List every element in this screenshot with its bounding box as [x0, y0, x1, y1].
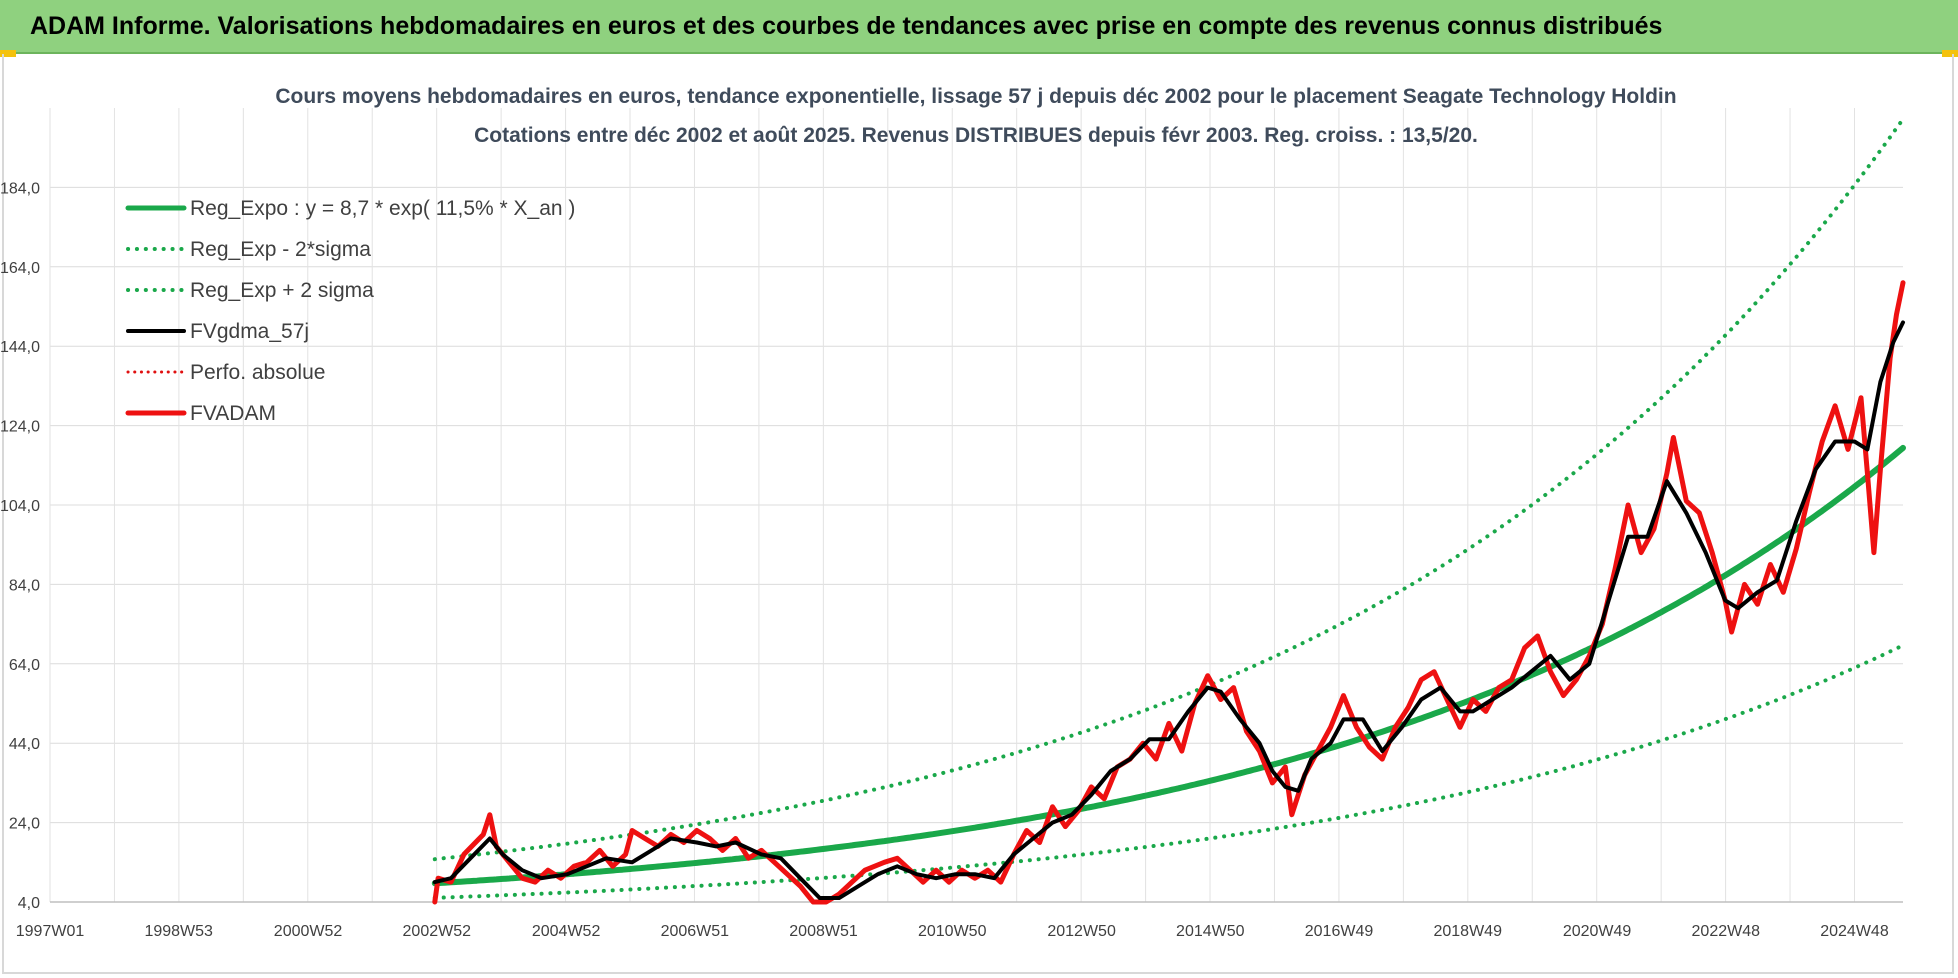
series-line-minus-2-sigma [432, 643, 1905, 900]
legend-label: FVgdma_57j [190, 320, 309, 343]
x-tick-label: 2008W51 [789, 923, 858, 940]
report-header: ADAM Informe. Valorisations hebdomadaire… [0, 0, 1958, 54]
y-tick-label: 144,0 [0, 339, 40, 356]
x-tick-label: 2002W52 [403, 923, 472, 940]
x-tick-label: 2024W48 [1820, 923, 1889, 940]
series-line-reg-expo [431, 444, 1906, 887]
x-tick-label: 1997W01 [16, 923, 85, 940]
legend-label: Reg_Exp - 2*sigma [190, 238, 371, 261]
y-tick-label: 84,0 [9, 577, 40, 594]
chart-series [431, 117, 1906, 905]
x-tick-label: 2022W48 [1692, 923, 1761, 940]
corner-mark [0, 50, 16, 57]
x-tick-label: 1998W53 [144, 923, 213, 940]
y-tick-label: 104,0 [0, 498, 40, 515]
chart-grid [49, 108, 1903, 903]
chart-subtitle: Cotations entre déc 2002 et août 2025. R… [474, 124, 1478, 147]
x-tick-label: 2004W52 [532, 923, 601, 940]
y-tick-label: 4,0 [18, 895, 40, 912]
x-tick-label: 2020W49 [1563, 923, 1632, 940]
chart-legend: Reg_Expo : y = 8,7 * exp( 11,5% * X_an )… [125, 197, 575, 425]
y-tick-label: 184,0 [0, 180, 40, 197]
y-tick-label: 124,0 [0, 419, 40, 436]
y-tick-label: 44,0 [9, 736, 40, 753]
chart-title: Cours moyens hebdomadaires en euros, ten… [275, 85, 1676, 108]
report-title: ADAM Informe. Valorisations hebdomadaire… [30, 11, 1663, 40]
x-tick-label: 2000W52 [274, 923, 343, 940]
x-tick-label: 2018W49 [1433, 923, 1502, 940]
legend-label: Perfo. absolue [190, 361, 325, 384]
corner-mark [1942, 50, 1958, 57]
legend-label: FVADAM [190, 402, 276, 425]
chart-frame [2, 54, 1954, 974]
x-tick-label: 2014W50 [1176, 923, 1245, 940]
y-tick-label: 24,0 [9, 816, 40, 833]
x-tick-label: 2006W51 [661, 923, 730, 940]
series-line-fvadam [432, 280, 1906, 905]
legend-label: Reg_Expo : y = 8,7 * exp( 11,5% * X_an ) [190, 197, 575, 220]
y-tick-label: 64,0 [9, 657, 40, 674]
x-tick-label: 2010W50 [918, 923, 987, 940]
chart-axes: 4,0 24,0 44,0 64,0 84,0 104,0 124,0 144,0 164,0 1… [0, 180, 1903, 940]
series-line-fvgdma [432, 320, 1905, 900]
y-tick-label: 164,0 [0, 260, 40, 277]
x-tick-label: 2012W50 [1047, 923, 1116, 940]
legend-label: Reg_Exp + 2 sigma [190, 279, 374, 302]
x-tick-label: 2016W49 [1305, 923, 1374, 940]
